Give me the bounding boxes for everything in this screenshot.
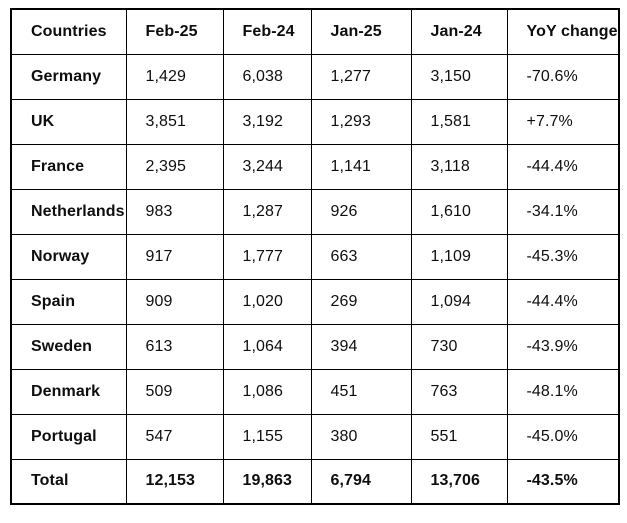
table-head: Countries Feb-25 Feb-24 Jan-25 Jan-24 YoY cha…	[10, 8, 620, 55]
column-header-jan-25: Jan-25	[310, 8, 412, 55]
table-row-germany: Germany 1,429 6,038 1,277 3,150 -70.6%	[10, 53, 620, 100]
country-name-cell: Portugal	[10, 413, 127, 460]
value-cell-feb-25: 909	[125, 278, 224, 325]
value-cell-jan-24: 1,581	[410, 98, 508, 145]
value-cell-jan-25: 451	[310, 368, 412, 415]
value-cell-jan-24: 3,118	[410, 143, 508, 190]
value-cell-feb-25: 509	[125, 368, 224, 415]
value-cell-feb-24: 1,777	[222, 233, 312, 280]
value-cell-yoy-change: -48.1%	[506, 368, 620, 415]
table-row-denmark: Denmark 509 1,086 451 763 -48.1%	[10, 368, 620, 415]
value-cell-yoy-change: -43.5%	[506, 458, 620, 505]
value-cell-feb-25: 12,153	[125, 458, 224, 505]
column-header-feb-25: Feb-25	[125, 8, 224, 55]
value-cell-jan-24: 1,610	[410, 188, 508, 235]
value-cell-feb-25: 613	[125, 323, 224, 370]
value-cell-jan-25: 1,293	[310, 98, 412, 145]
value-cell-feb-25: 1,429	[125, 53, 224, 100]
value-cell-feb-25: 547	[125, 413, 224, 460]
value-cell-jan-25: 269	[310, 278, 412, 325]
value-cell-feb-25: 983	[125, 188, 224, 235]
value-cell-jan-24: 1,094	[410, 278, 508, 325]
value-cell-jan-24: 763	[410, 368, 508, 415]
table-body: Germany 1,429 6,038 1,277 3,150 -70.6% UK 3,851…	[10, 53, 620, 505]
country-name-cell: Netherlands	[10, 188, 127, 235]
value-cell-feb-25: 3,851	[125, 98, 224, 145]
total-row: Total 12,153 19,863 6,794 13,706 -43.5%	[10, 458, 620, 505]
value-cell-jan-25: 1,141	[310, 143, 412, 190]
country-name-cell: Sweden	[10, 323, 127, 370]
value-cell-jan-24: 551	[410, 413, 508, 460]
value-cell-jan-25: 926	[310, 188, 412, 235]
value-cell-feb-24: 6,038	[222, 53, 312, 100]
value-cell-jan-24: 13,706	[410, 458, 508, 505]
value-cell-jan-25: 6,794	[310, 458, 412, 505]
value-cell-feb-24: 19,863	[222, 458, 312, 505]
column-header-yoy-change: YoY change	[506, 8, 620, 55]
value-cell-feb-25: 2,395	[125, 143, 224, 190]
country-name-cell: UK	[10, 98, 127, 145]
value-cell-yoy-change: +7.7%	[506, 98, 620, 145]
value-cell-jan-25: 1,277	[310, 53, 412, 100]
header-row: Countries Feb-25 Feb-24 Jan-25 Jan-24 YoY cha…	[10, 8, 620, 55]
table-row-uk: UK 3,851 3,192 1,293 1,581 +7.7%	[10, 98, 620, 145]
value-cell-yoy-change: -45.3%	[506, 233, 620, 280]
country-monthly-table: Countries Feb-25 Feb-24 Jan-25 Jan-24 YoY cha…	[10, 8, 620, 505]
country-name-cell: Denmark	[10, 368, 127, 415]
value-cell-jan-24: 1,109	[410, 233, 508, 280]
table-row-sweden: Sweden 613 1,064 394 730 -43.9%	[10, 323, 620, 370]
country-name-cell: France	[10, 143, 127, 190]
country-name-cell: Norway	[10, 233, 127, 280]
value-cell-yoy-change: -70.6%	[506, 53, 620, 100]
country-name-cell: Germany	[10, 53, 127, 100]
table-row-portugal: Portugal 547 1,155 380 551 -45.0%	[10, 413, 620, 460]
value-cell-feb-24: 1,020	[222, 278, 312, 325]
value-cell-jan-24: 730	[410, 323, 508, 370]
country-name-cell: Spain	[10, 278, 127, 325]
value-cell-feb-24: 1,287	[222, 188, 312, 235]
table-row-spain: Spain 909 1,020 269 1,094 -44.4%	[10, 278, 620, 325]
value-cell-feb-24: 3,244	[222, 143, 312, 190]
table-row-netherlands: Netherlands 983 1,287 926 1,610 -34.1%	[10, 188, 620, 235]
value-cell-yoy-change: -43.9%	[506, 323, 620, 370]
table-row-norway: Norway 917 1,777 663 1,109 -45.3%	[10, 233, 620, 280]
value-cell-feb-24: 1,086	[222, 368, 312, 415]
value-cell-feb-24: 1,064	[222, 323, 312, 370]
column-header-countries: Countries	[10, 8, 127, 55]
column-header-feb-24: Feb-24	[222, 8, 312, 55]
value-cell-yoy-change: -45.0%	[506, 413, 620, 460]
value-cell-jan-25: 394	[310, 323, 412, 370]
value-cell-feb-24: 1,155	[222, 413, 312, 460]
value-cell-feb-25: 917	[125, 233, 224, 280]
value-cell-jan-25: 663	[310, 233, 412, 280]
value-cell-yoy-change: -44.4%	[506, 278, 620, 325]
value-cell-feb-24: 3,192	[222, 98, 312, 145]
value-cell-yoy-change: -44.4%	[506, 143, 620, 190]
total-label-cell: Total	[10, 458, 127, 505]
value-cell-jan-24: 3,150	[410, 53, 508, 100]
value-cell-yoy-change: -34.1%	[506, 188, 620, 235]
table-row-france: France 2,395 3,244 1,141 3,118 -44.4%	[10, 143, 620, 190]
value-cell-jan-25: 380	[310, 413, 412, 460]
column-header-jan-24: Jan-24	[410, 8, 508, 55]
